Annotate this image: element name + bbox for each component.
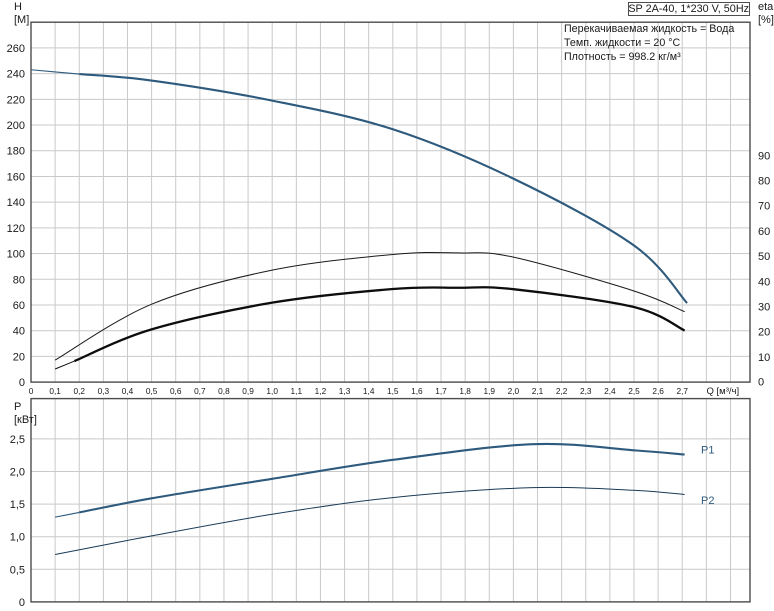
svg-text:1,5: 1,5 [387, 386, 399, 396]
svg-text:0,5: 0,5 [146, 386, 158, 396]
svg-text:[%]: [%] [758, 14, 774, 26]
svg-text:0,4: 0,4 [122, 386, 134, 396]
svg-text:40: 40 [758, 276, 770, 288]
svg-text:1,0: 1,0 [10, 532, 25, 544]
svg-text:P2: P2 [701, 495, 714, 507]
svg-text:Q [м³/ч]: Q [м³/ч] [707, 386, 740, 397]
svg-text:180: 180 [7, 146, 25, 158]
svg-text:220: 220 [7, 94, 25, 106]
svg-text:260: 260 [7, 43, 25, 55]
svg-text:1,4: 1,4 [363, 386, 375, 396]
svg-text:30: 30 [758, 302, 770, 314]
svg-text:0,6: 0,6 [170, 386, 182, 396]
svg-text:1,0: 1,0 [266, 386, 278, 396]
svg-text:0,5: 0,5 [10, 564, 25, 576]
svg-text:P1: P1 [701, 445, 714, 457]
svg-text:120: 120 [7, 223, 25, 235]
svg-text:2,1: 2,1 [532, 386, 544, 396]
svg-text:80: 80 [758, 176, 770, 188]
svg-text:140: 140 [7, 197, 25, 209]
svg-text:[М]: [М] [14, 14, 29, 26]
svg-text:1,8: 1,8 [459, 386, 471, 396]
svg-text:60: 60 [758, 226, 770, 238]
svg-text:0: 0 [29, 386, 34, 396]
svg-text:0,1: 0,1 [49, 386, 61, 396]
svg-text:0,8: 0,8 [218, 386, 230, 396]
svg-text:40: 40 [13, 326, 25, 338]
svg-text:60: 60 [13, 300, 25, 312]
svg-text:0,9: 0,9 [242, 386, 254, 396]
svg-text:2,5: 2,5 [628, 386, 640, 396]
svg-text:2,3: 2,3 [580, 386, 592, 396]
svg-text:1,5: 1,5 [10, 499, 25, 511]
svg-text:H: H [14, 1, 22, 13]
svg-text:160: 160 [7, 171, 25, 183]
svg-text:2,6: 2,6 [652, 386, 664, 396]
svg-text:1,1: 1,1 [291, 386, 303, 396]
svg-text:P: P [14, 401, 21, 413]
svg-text:10: 10 [758, 352, 770, 364]
svg-text:2,5: 2,5 [10, 434, 25, 446]
svg-text:1,9: 1,9 [484, 386, 496, 396]
svg-text:0,2: 0,2 [73, 386, 85, 396]
svg-text:200: 200 [7, 120, 25, 132]
svg-text:1,2: 1,2 [315, 386, 327, 396]
svg-text:0: 0 [19, 597, 25, 609]
svg-text:0: 0 [19, 377, 25, 389]
svg-text:0: 0 [758, 377, 764, 389]
svg-text:eta: eta [758, 1, 774, 13]
svg-text:0,7: 0,7 [194, 386, 206, 396]
svg-text:1,3: 1,3 [339, 386, 351, 396]
svg-text:0,3: 0,3 [98, 386, 110, 396]
svg-text:2,0: 2,0 [10, 467, 25, 479]
svg-text:100: 100 [7, 249, 25, 261]
svg-text:1,6: 1,6 [411, 386, 423, 396]
svg-text:2,2: 2,2 [556, 386, 568, 396]
svg-text:2,4: 2,4 [604, 386, 616, 396]
svg-text:70: 70 [758, 201, 770, 213]
svg-text:240: 240 [7, 69, 25, 81]
svg-text:2,7: 2,7 [676, 386, 688, 396]
svg-text:90: 90 [758, 150, 770, 162]
svg-text:2,0: 2,0 [508, 386, 520, 396]
svg-text:1,7: 1,7 [435, 386, 447, 396]
svg-text:80: 80 [13, 274, 25, 286]
svg-text:50: 50 [758, 251, 770, 263]
svg-text:20: 20 [13, 351, 25, 363]
svg-text:[кВт]: [кВт] [14, 414, 37, 426]
svg-text:20: 20 [758, 327, 770, 339]
